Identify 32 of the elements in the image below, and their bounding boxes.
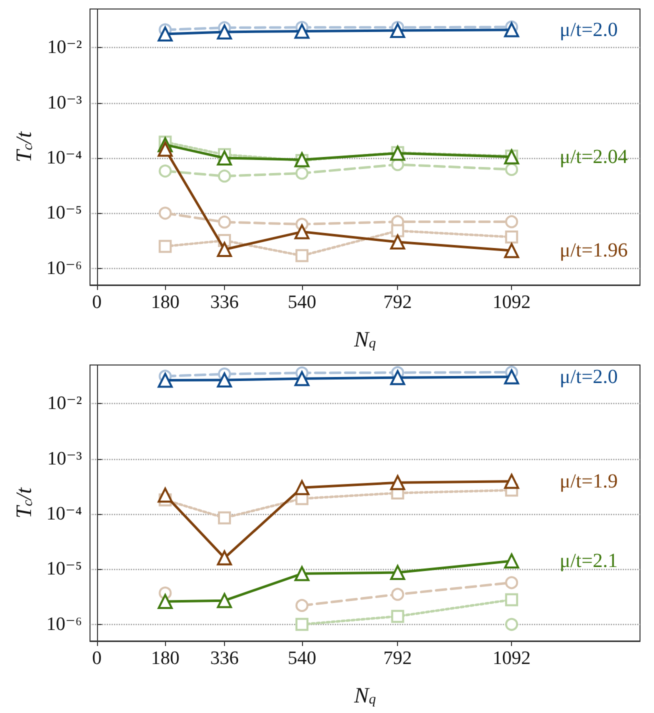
y-tick-label: 10⁻⁶	[46, 614, 82, 635]
x-tick-label: 336	[210, 648, 239, 669]
x-axis-title: Nq	[353, 682, 376, 708]
text: μ/t=2.0	[560, 18, 618, 41]
y-tick-label: 10⁻²	[47, 37, 82, 58]
x-tick-label: 180	[150, 292, 180, 313]
x-tick-label: 792	[383, 292, 412, 313]
y-tick-label: 10⁻⁵	[46, 558, 82, 580]
x-tick-label: 540	[288, 648, 316, 669]
x-tick-label: 336	[210, 292, 239, 313]
x-tick-label: 180	[150, 648, 180, 669]
x-tick-label: 1092	[492, 292, 531, 313]
y-axis-title: Tc/t	[10, 130, 36, 162]
x-tick-label: 0	[92, 648, 102, 669]
y-tick-label: 10⁻⁴	[46, 147, 82, 168]
text: μ/t=1.9	[560, 470, 618, 492]
text: μ/t=2.1	[560, 550, 618, 572]
y-axis-title: Tc/t	[10, 486, 36, 518]
x-tick-label: 792	[383, 648, 412, 669]
x-tick-label: 1092	[492, 648, 531, 669]
y-tick-label: 10⁻³	[47, 448, 82, 470]
y-tick-label: 10⁻³	[47, 92, 82, 114]
text: μ/t=2.04	[560, 146, 628, 168]
x-tick-label: 540	[288, 292, 316, 313]
y-tick-label: 10⁻⁵	[46, 202, 82, 224]
text: μ/t=2.0	[560, 366, 618, 388]
y-tick-label: 10⁻⁶	[46, 258, 82, 279]
x-tick-label: 0	[92, 292, 102, 313]
x-axis-title: Nq	[353, 326, 376, 352]
text: μ/t=1.96	[560, 240, 628, 262]
y-tick-label: 10⁻²	[47, 393, 82, 414]
y-tick-label: 10⁻⁴	[46, 503, 82, 524]
